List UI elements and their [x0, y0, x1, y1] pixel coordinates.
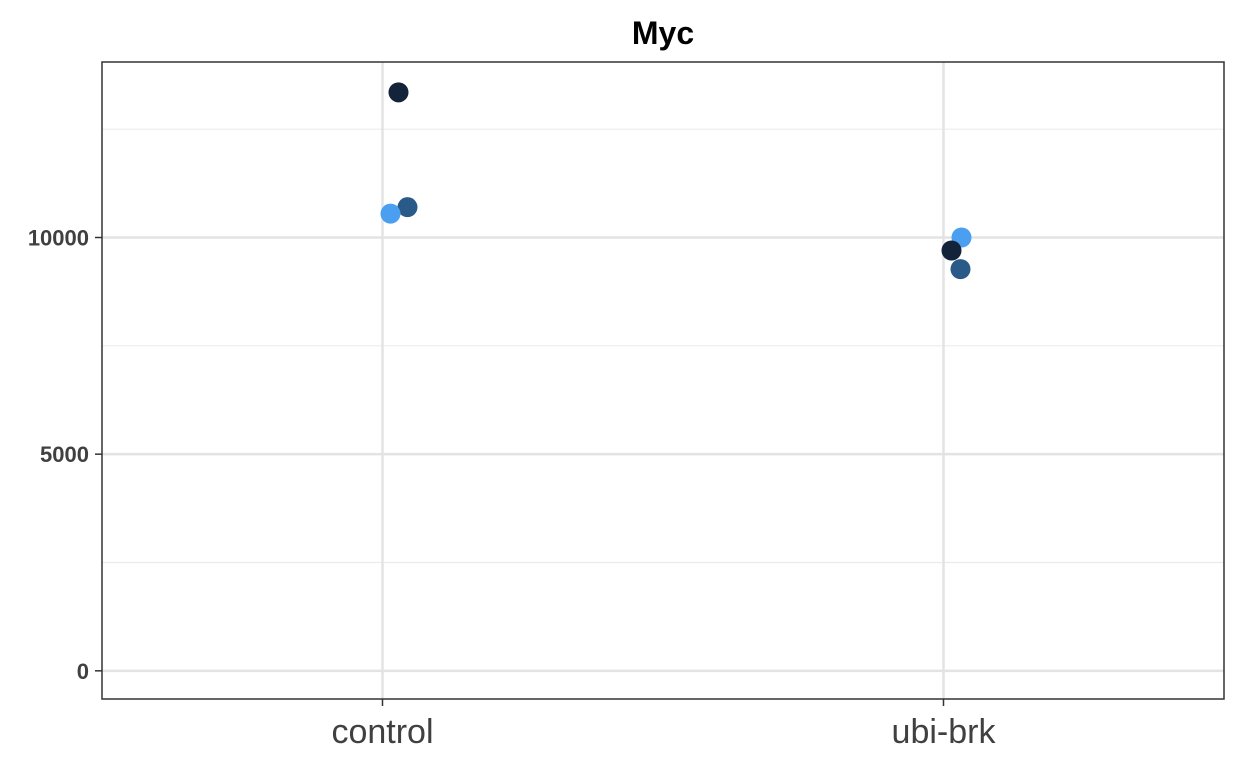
y-tick-label: 10000: [28, 226, 89, 251]
data-point: [380, 203, 401, 224]
data-point: [397, 197, 418, 218]
y-tick-label: 5000: [40, 442, 89, 467]
y-tick-label: 0: [77, 659, 89, 684]
data-point: [388, 82, 409, 103]
plot-border: [101, 61, 1225, 700]
data-points: [380, 82, 972, 280]
data-point: [941, 240, 962, 261]
chart-title: Myc: [632, 15, 694, 51]
axes: 0 5000 10000 control ubi-brk: [28, 226, 997, 752]
x-tick-label: ubi-brk: [892, 713, 997, 751]
x-tick-label: control: [331, 713, 433, 751]
data-point: [950, 259, 971, 280]
grid: [102, 62, 1224, 699]
